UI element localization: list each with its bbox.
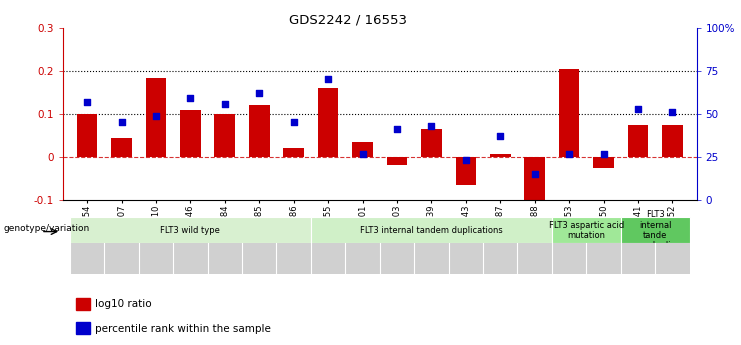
Bar <box>517 243 552 274</box>
Bar <box>318 88 339 157</box>
Bar <box>552 243 586 274</box>
Bar <box>448 28 483 200</box>
Bar <box>276 243 311 274</box>
Text: FLT3
internal
tande
m dupli: FLT3 internal tande m dupli <box>639 210 671 250</box>
Bar <box>70 28 104 200</box>
Bar <box>214 114 235 157</box>
Point <box>185 96 196 101</box>
Point <box>288 120 299 125</box>
Bar <box>173 243 207 274</box>
Bar <box>207 243 242 274</box>
Bar <box>586 243 621 274</box>
Point <box>219 101 230 106</box>
Text: FLT3 wild type: FLT3 wild type <box>161 226 220 235</box>
Text: log10 ratio: log10 ratio <box>95 299 151 309</box>
Bar <box>379 28 414 200</box>
FancyBboxPatch shape <box>621 217 690 243</box>
Bar <box>662 125 682 157</box>
Bar <box>380 243 414 274</box>
Point <box>116 120 127 125</box>
Bar <box>586 28 621 200</box>
Bar <box>311 243 345 274</box>
Bar <box>173 28 207 200</box>
Bar <box>621 28 655 200</box>
Bar <box>345 243 379 274</box>
Bar <box>311 28 345 200</box>
Point <box>666 109 678 115</box>
Bar <box>111 138 132 157</box>
Point <box>563 151 575 156</box>
FancyBboxPatch shape <box>552 217 621 243</box>
Bar <box>77 114 97 157</box>
Bar <box>594 157 614 168</box>
Bar <box>70 243 104 274</box>
Point <box>598 151 610 156</box>
Bar <box>490 154 511 157</box>
Point <box>460 158 472 163</box>
Bar <box>283 148 304 157</box>
Bar <box>483 243 517 274</box>
Bar <box>421 129 442 157</box>
Bar <box>104 243 139 274</box>
Bar <box>76 322 90 334</box>
Bar <box>345 28 379 200</box>
Bar <box>552 28 586 200</box>
Bar <box>76 298 90 310</box>
Bar <box>387 157 408 165</box>
Bar <box>517 28 552 200</box>
Title: GDS2242 / 16553: GDS2242 / 16553 <box>289 13 407 27</box>
Point <box>322 77 334 82</box>
Bar <box>655 28 690 200</box>
Bar <box>242 243 276 274</box>
Point <box>529 171 541 177</box>
Bar <box>139 243 173 274</box>
Bar <box>559 69 579 157</box>
Point <box>82 99 93 105</box>
Bar <box>414 28 448 200</box>
Bar <box>146 78 166 157</box>
Bar <box>483 28 517 200</box>
Point <box>391 127 403 132</box>
Bar <box>180 110 201 157</box>
Bar <box>456 157 476 185</box>
Bar <box>628 126 648 157</box>
Text: FLT3 internal tandem duplications: FLT3 internal tandem duplications <box>360 226 503 235</box>
Point <box>150 113 162 118</box>
Bar <box>276 28 311 200</box>
Bar <box>448 243 483 274</box>
Bar <box>207 28 242 200</box>
Point <box>632 106 644 111</box>
Bar <box>621 243 655 274</box>
Point <box>494 134 506 139</box>
Bar <box>249 105 270 157</box>
FancyBboxPatch shape <box>70 217 311 243</box>
Point <box>253 90 265 96</box>
Text: FLT3 aspartic acid
mutation: FLT3 aspartic acid mutation <box>549 220 624 240</box>
Bar <box>655 243 690 274</box>
Bar <box>525 157 545 211</box>
FancyBboxPatch shape <box>311 217 552 243</box>
Bar <box>352 142 373 157</box>
Bar <box>104 28 139 200</box>
Text: genotype/variation: genotype/variation <box>3 225 90 234</box>
Text: percentile rank within the sample: percentile rank within the sample <box>95 324 270 334</box>
Bar <box>414 243 448 274</box>
Bar <box>242 28 276 200</box>
Point <box>356 151 368 156</box>
Point <box>425 123 437 129</box>
Bar <box>139 28 173 200</box>
